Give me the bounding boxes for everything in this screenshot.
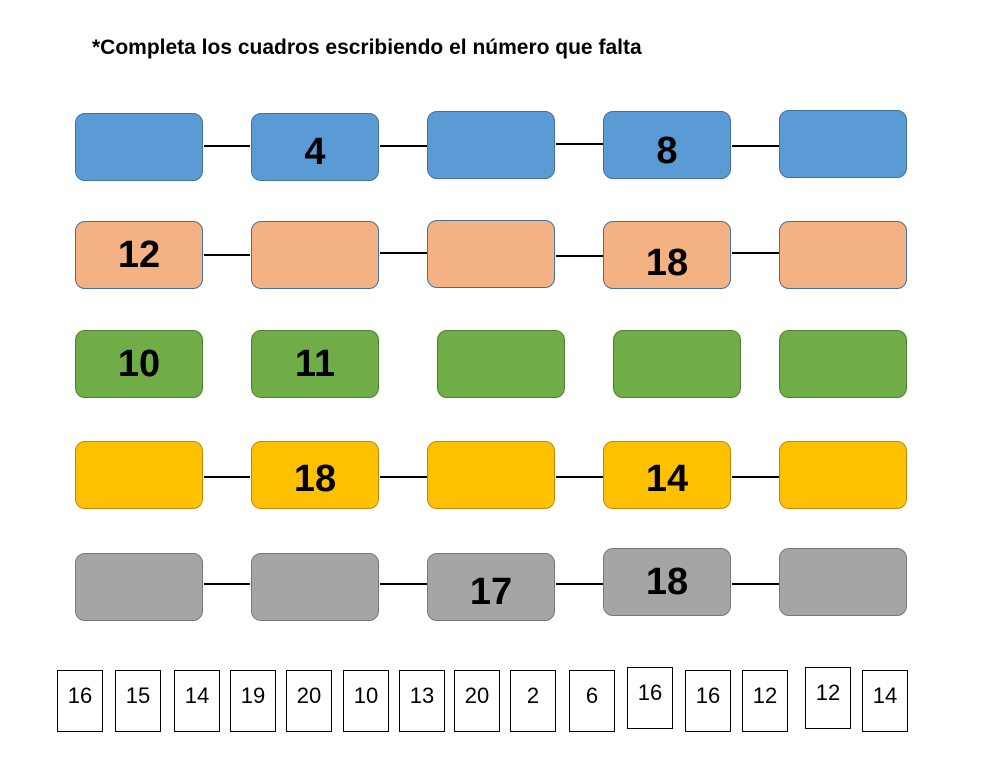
connector-line: [556, 583, 603, 585]
connector-line: [204, 254, 250, 256]
answer-box[interactable]: [427, 111, 555, 179]
answer-tile[interactable]: 13: [399, 670, 445, 732]
answer-tile[interactable]: 15: [115, 670, 161, 732]
answer-tile[interactable]: 16: [627, 667, 673, 729]
answer-box[interactable]: [251, 553, 379, 621]
connector-line: [556, 255, 603, 257]
answer-tile[interactable]: 20: [286, 670, 332, 732]
answer-tile[interactable]: 14: [174, 670, 220, 732]
answer-box[interactable]: [427, 441, 555, 509]
answer-box[interactable]: [779, 330, 907, 398]
connector-line: [380, 476, 427, 478]
connector-line: [204, 476, 250, 478]
answer-box[interactable]: [779, 548, 907, 616]
answer-box[interactable]: [779, 441, 907, 509]
answer-box[interactable]: [251, 221, 379, 289]
connector-line: [380, 252, 427, 254]
number-box: 18: [603, 221, 731, 289]
answer-box[interactable]: [613, 330, 741, 398]
number-box: 10: [75, 330, 203, 398]
answer-box[interactable]: [75, 553, 203, 621]
connector-line: [732, 145, 779, 147]
answer-tile[interactable]: 19: [230, 670, 276, 732]
number-box: 4: [251, 113, 379, 181]
answer-tile[interactable]: 12: [742, 670, 788, 732]
answer-tile[interactable]: 14: [862, 670, 908, 732]
connector-line: [204, 145, 250, 147]
answer-tile[interactable]: 12: [805, 667, 851, 729]
answer-tile[interactable]: 16: [685, 670, 731, 732]
answer-box[interactable]: [779, 110, 907, 178]
number-box: 18: [603, 548, 731, 616]
connector-line: [380, 145, 427, 147]
number-box: 17: [427, 553, 555, 621]
answer-tile[interactable]: 20: [454, 670, 500, 732]
answer-box[interactable]: [75, 113, 203, 181]
answer-tile[interactable]: 10: [343, 670, 389, 732]
answer-box[interactable]: [75, 441, 203, 509]
connector-line: [732, 252, 779, 254]
answer-box[interactable]: [779, 221, 907, 289]
connector-line: [732, 476, 779, 478]
number-box: 18: [251, 441, 379, 509]
answer-tile[interactable]: 2: [510, 670, 556, 732]
number-box: 14: [603, 441, 731, 509]
connector-line: [556, 143, 603, 145]
connector-line: [732, 583, 779, 585]
number-box: 12: [75, 221, 203, 289]
answer-box[interactable]: [427, 220, 555, 288]
connector-line: [380, 583, 427, 585]
number-box: 11: [251, 330, 379, 398]
number-box: 8: [603, 111, 731, 179]
answer-box[interactable]: [437, 330, 565, 398]
answer-tile[interactable]: 6: [569, 670, 615, 732]
connector-line: [556, 476, 603, 478]
answer-tile[interactable]: 16: [57, 670, 103, 732]
connector-line: [204, 583, 250, 585]
instruction-text: *Completa los cuadros escribiendo el núm…: [92, 36, 642, 59]
